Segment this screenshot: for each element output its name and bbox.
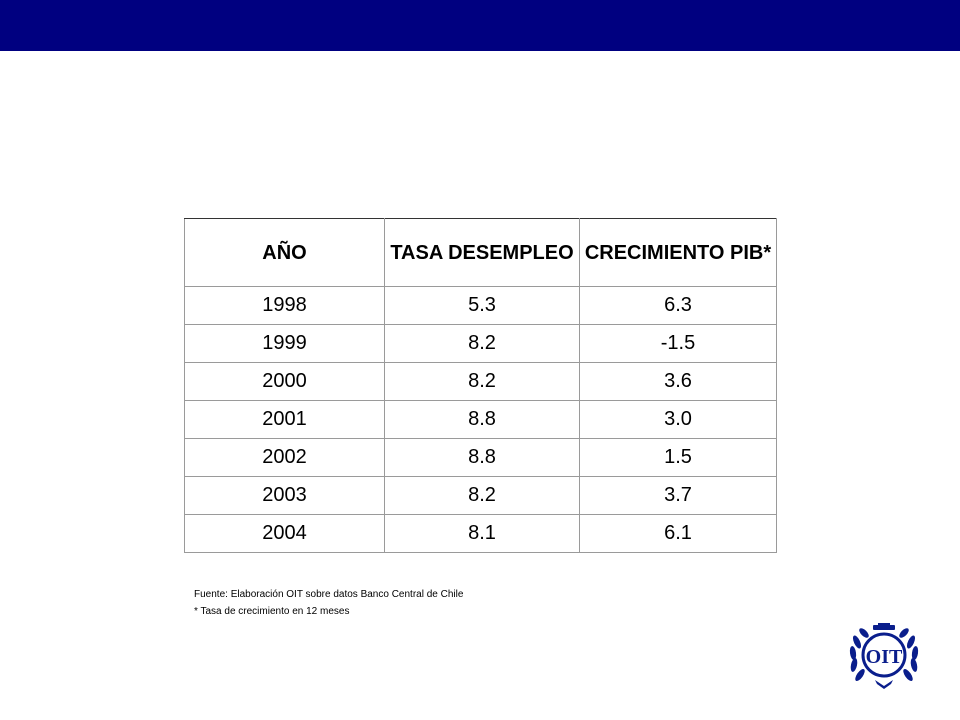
cell-gdp: 6.1 bbox=[579, 514, 777, 553]
cell-year: 1998 bbox=[184, 286, 385, 325]
table-row: 2004 8.1 6.1 bbox=[184, 514, 777, 553]
table-row: 2003 8.2 3.7 bbox=[184, 476, 777, 515]
cell-gdp: 6.3 bbox=[579, 286, 777, 325]
header-gdp-growth: CRECIMIENTO PIB* bbox=[579, 218, 777, 287]
unemployment-gdp-table: AÑO TASA DESEMPLEO CRECIMIENTO PIB* 1998… bbox=[184, 218, 777, 553]
table-row: 2001 8.8 3.0 bbox=[184, 400, 777, 439]
source-note: Fuente: Elaboración OIT sobre datos Banc… bbox=[194, 589, 464, 600]
table-row: 1998 5.3 6.3 bbox=[184, 286, 777, 325]
top-banner bbox=[0, 0, 960, 51]
logo-text: OIT bbox=[866, 646, 903, 668]
table-row: 2002 8.8 1.5 bbox=[184, 438, 777, 477]
footnote: * Tasa de crecimiento en 12 meses bbox=[194, 606, 350, 617]
cell-unemployment: 8.2 bbox=[384, 324, 580, 363]
cell-gdp: 3.0 bbox=[579, 400, 777, 439]
cell-gdp: 1.5 bbox=[579, 438, 777, 477]
cell-unemployment: 8.2 bbox=[384, 362, 580, 401]
table-notes: Fuente: Elaboración OIT sobre datos Banc… bbox=[194, 586, 463, 620]
cell-gdp: -1.5 bbox=[579, 324, 777, 363]
cell-year: 2000 bbox=[184, 362, 385, 401]
cell-gdp: 3.6 bbox=[579, 362, 777, 401]
cell-unemployment: 8.2 bbox=[384, 476, 580, 515]
header-year: AÑO bbox=[184, 218, 385, 287]
cell-year: 2001 bbox=[184, 400, 385, 439]
cell-unemployment: 5.3 bbox=[384, 286, 580, 325]
oit-logo-icon: OIT bbox=[849, 623, 919, 689]
cell-unemployment: 8.8 bbox=[384, 438, 580, 477]
cell-unemployment: 8.8 bbox=[384, 400, 580, 439]
cell-year: 1999 bbox=[184, 324, 385, 363]
header-unemployment-rate: TASA DESEMPLEO bbox=[384, 218, 580, 287]
cell-year: 2004 bbox=[184, 514, 385, 553]
cell-gdp: 3.7 bbox=[579, 476, 777, 515]
table-header-row: AÑO TASA DESEMPLEO CRECIMIENTO PIB* bbox=[184, 218, 777, 287]
cell-unemployment: 8.1 bbox=[384, 514, 580, 553]
cell-year: 2003 bbox=[184, 476, 385, 515]
table-row: 1999 8.2 -1.5 bbox=[184, 324, 777, 363]
table-row: 2000 8.2 3.6 bbox=[184, 362, 777, 401]
cell-year: 2002 bbox=[184, 438, 385, 477]
